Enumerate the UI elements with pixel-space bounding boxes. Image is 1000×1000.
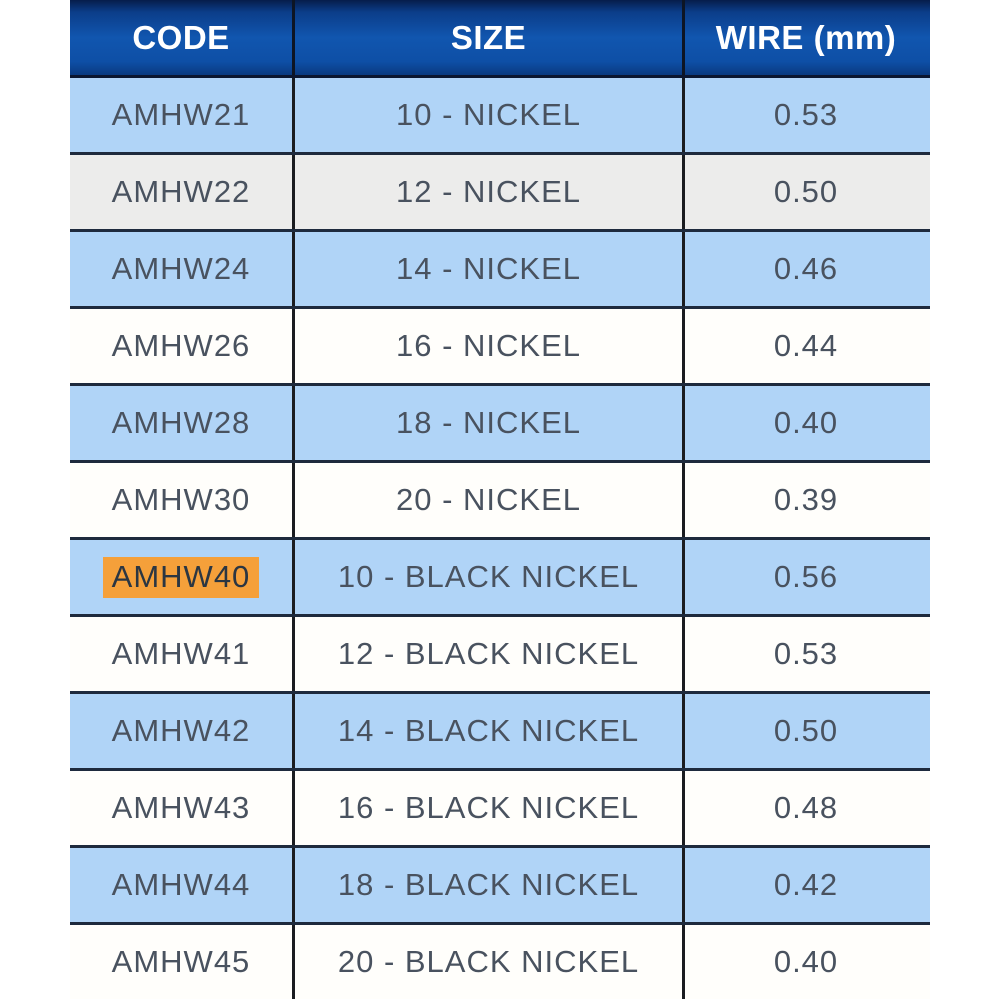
table-row: AMHW45 20 - BLACK NICKEL 0.40 [70, 925, 930, 999]
table-row: AMHW24 14 - NICKEL 0.46 [70, 232, 930, 309]
wire-cell: 0.50 [773, 174, 839, 209]
size-cell: 16 - BLACK NICKEL [295, 771, 685, 845]
wire-cell: 0.44 [773, 328, 839, 363]
code-value: AMHW26 [111, 328, 251, 363]
size-cell: 12 - BLACK NICKEL [295, 617, 685, 691]
code-cell: AMHW22 [70, 155, 295, 229]
size-cell: 14 - NICKEL [295, 232, 685, 306]
code-value: AMHW28 [111, 405, 251, 440]
table-row: AMHW42 14 - BLACK NICKEL 0.50 [70, 694, 930, 771]
table-row: AMHW28 18 - NICKEL 0.40 [70, 386, 930, 463]
table-row: AMHW26 16 - NICKEL 0.44 [70, 309, 930, 386]
code-cell: AMHW45 [70, 925, 295, 999]
table-row: AMHW40 10 - BLACK NICKEL 0.56 [70, 540, 930, 617]
code-value-highlighted: AMHW40 [102, 556, 260, 598]
code-cell: AMHW44 [70, 848, 295, 922]
code-value: AMHW24 [111, 251, 251, 286]
size-cell: 18 - BLACK NICKEL [295, 848, 685, 922]
wire-cell: 0.53 [773, 636, 839, 671]
size-cell: 16 - NICKEL [295, 309, 685, 383]
code-cell: AMHW42 [70, 694, 295, 768]
code-value: AMHW30 [111, 482, 251, 517]
code-value: AMHW43 [111, 790, 251, 825]
table-body: AMHW21 10 - NICKEL 0.53 AMHW22 12 - NICKEL 0.… [70, 78, 930, 999]
size-cell: 18 - NICKEL [295, 386, 685, 460]
code-cell: AMHW28 [70, 386, 295, 460]
size-cell: 10 - NICKEL [295, 78, 685, 152]
size-cell: 14 - BLACK NICKEL [295, 694, 685, 768]
size-cell: 20 - NICKEL [295, 463, 685, 537]
code-cell: AMHW43 [70, 771, 295, 845]
table-row: AMHW21 10 - NICKEL 0.53 [70, 78, 930, 155]
wire-cell: 0.50 [773, 713, 839, 748]
header-cell-code: CODE [70, 0, 295, 75]
table-row: AMHW41 12 - BLACK NICKEL 0.53 [70, 617, 930, 694]
code-value: AMHW22 [111, 174, 251, 209]
size-cell: 20 - BLACK NICKEL [295, 925, 685, 999]
code-value: AMHW41 [111, 636, 251, 671]
table-row: AMHW30 20 - NICKEL 0.39 [70, 463, 930, 540]
code-value: AMHW45 [111, 944, 251, 979]
wire-cell: 0.40 [773, 405, 839, 440]
wire-cell: 0.40 [773, 944, 839, 979]
spec-table: CODE SIZE WIRE (mm) AMHW21 10 - NICKEL 0.5… [70, 0, 930, 999]
table-row: AMHW43 16 - BLACK NICKEL 0.48 [70, 771, 930, 848]
code-cell: AMHW30 [70, 463, 295, 537]
code-cell: AMHW24 [70, 232, 295, 306]
code-cell: AMHW41 [70, 617, 295, 691]
code-cell: AMHW40 [70, 540, 295, 614]
table-header-row: CODE SIZE WIRE (mm) [70, 0, 930, 78]
table-row: AMHW44 18 - BLACK NICKEL 0.42 [70, 848, 930, 925]
code-value: AMHW21 [111, 97, 251, 132]
wire-cell: 0.48 [773, 790, 839, 825]
wire-cell: 0.56 [773, 559, 839, 594]
code-cell: AMHW21 [70, 78, 295, 152]
code-value: AMHW42 [111, 713, 251, 748]
wire-cell: 0.42 [773, 867, 839, 902]
wire-cell: 0.46 [773, 251, 839, 286]
wire-cell: 0.53 [773, 97, 839, 132]
table-row: AMHW22 12 - NICKEL 0.50 [70, 155, 930, 232]
code-cell: AMHW26 [70, 309, 295, 383]
wire-cell: 0.39 [773, 482, 839, 517]
header-cell-size: SIZE [295, 0, 685, 75]
size-cell: 12 - NICKEL [295, 155, 685, 229]
header-cell-wire: WIRE (mm) [715, 18, 897, 56]
size-cell: 10 - BLACK NICKEL [295, 540, 685, 614]
code-value: AMHW44 [111, 867, 251, 902]
